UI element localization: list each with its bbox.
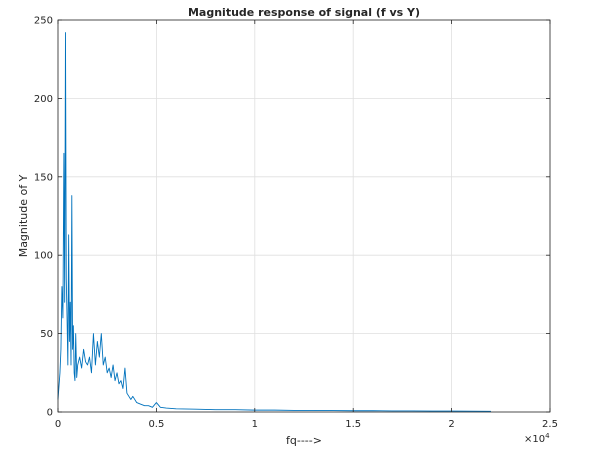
ticks [57,19,551,413]
x-exponent-power: 4 [545,432,550,440]
x-tick-label: 1.5 [345,419,361,430]
x-tick-label: 2 [448,419,454,430]
data-line-group [57,32,491,412]
chart-title: Magnitude response of signal (f vs Y) [188,6,420,19]
series-line [57,32,491,412]
x-exponent-base: ×10 [524,434,545,445]
y-tick-label: 0 [47,408,53,419]
y-tick-label: 100 [34,251,53,262]
y-tick-label: 150 [34,172,53,183]
x-tick-label: 0.5 [148,419,164,430]
tick-labels: 0 0.5 1 1.5 2 2.5 0 50 100 150 200 250 [34,16,558,431]
y-axis-label: Magnitude of Y [17,174,30,257]
plot-area [58,20,550,412]
plot-frame [57,19,551,413]
y-tick-label: 200 [34,94,53,105]
x-axis-label: fq----> [286,434,322,447]
x-tick-label: 1 [252,419,258,430]
x-tick-label: 0 [55,419,61,430]
x-tick-label: 2.5 [542,419,558,430]
y-tick-label: 50 [40,329,53,340]
y-tick-label: 250 [34,16,53,27]
x-exponent-label: ×104 [524,432,550,445]
